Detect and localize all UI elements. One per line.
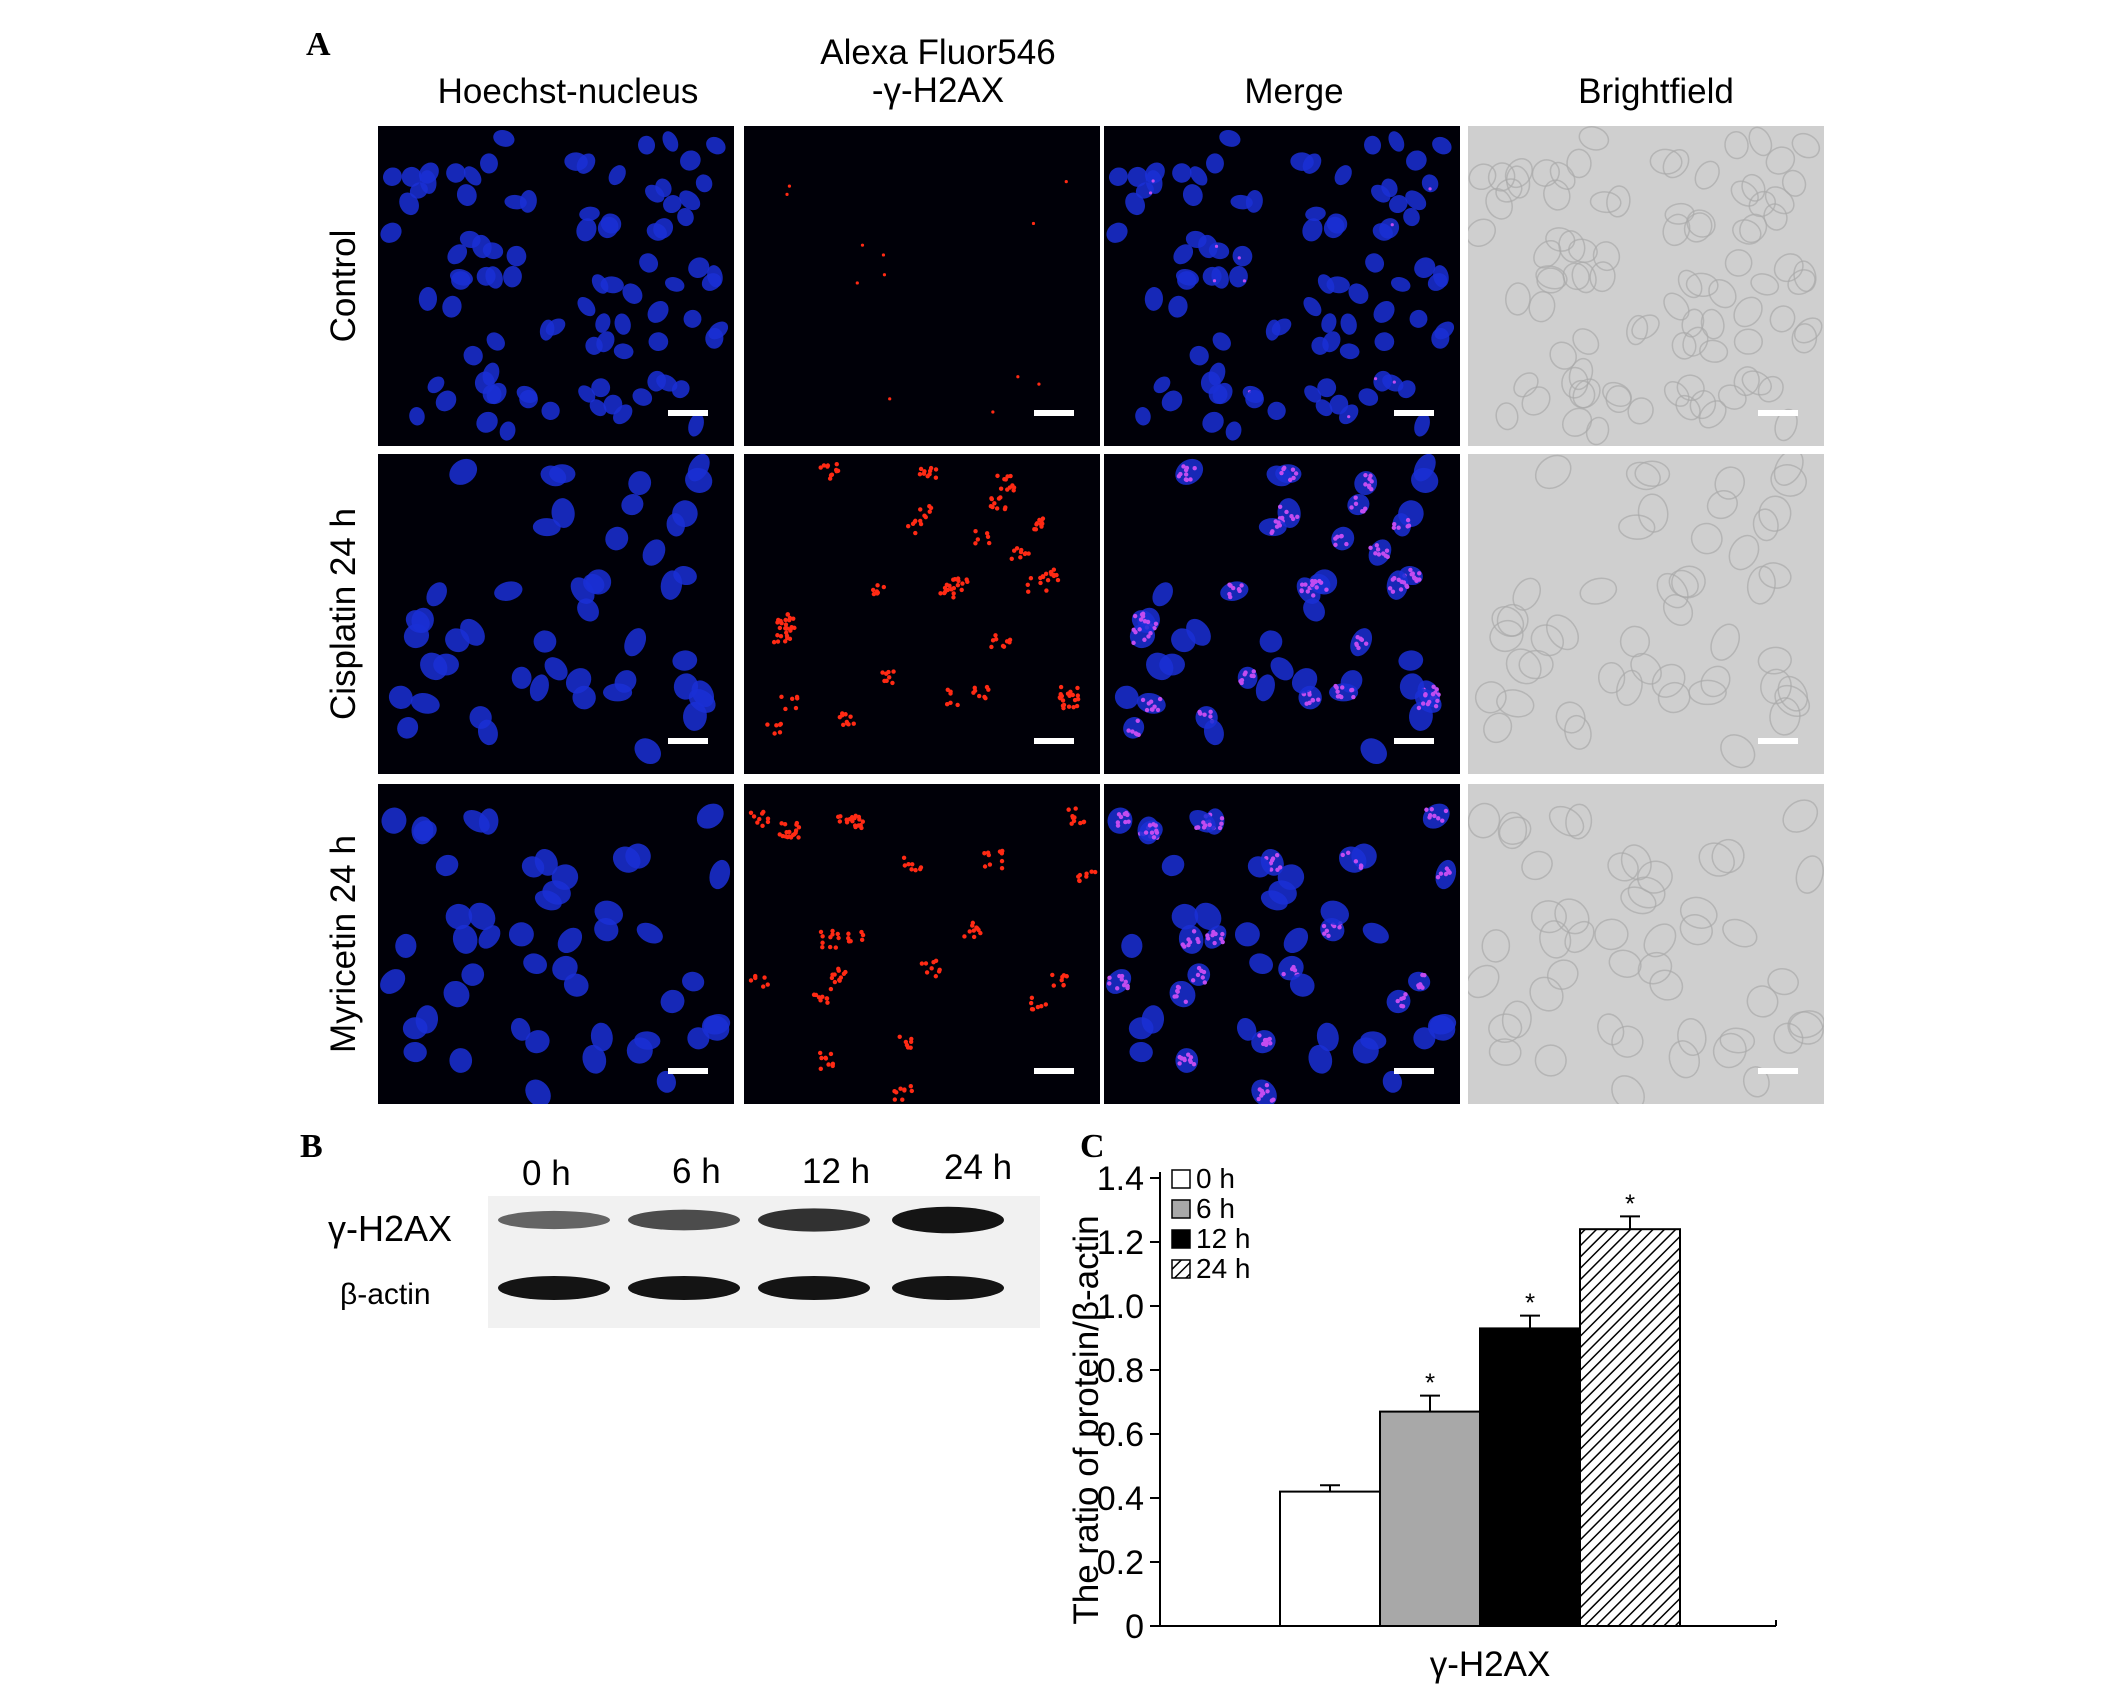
micrograph-image: [1114, 454, 1442, 765]
blot-band-gamma-h2ax-lane-3: [758, 1208, 870, 1232]
legend-label: 6 h: [1196, 1193, 1235, 1224]
significance-star: *: [1625, 1188, 1635, 1218]
blot-band-beta-actin-lane-1: [498, 1276, 610, 1300]
western-blot: [488, 1196, 1040, 1328]
micrograph-image: [765, 461, 1081, 736]
bar-chart: 0 0.2 0.4 0.6 0.8 1.0 1.2 1.4 The ratio of prote…: [1067, 1160, 1777, 1684]
scale-bar: [1758, 410, 1798, 416]
column-label-alexa: Alexa Fluor546 -γ-H2AX: [748, 34, 1128, 110]
micrograph-image: [1468, 799, 1824, 1104]
blot-band-gamma-h2ax-lane-1: [498, 1210, 610, 1230]
y-tick-label: 0.6: [1097, 1416, 1144, 1454]
legend-label: 12 h: [1196, 1223, 1251, 1254]
micrograph-image: [380, 129, 729, 441]
scale-bar: [1394, 410, 1434, 416]
legend-swatch: [1171, 1169, 1191, 1189]
scale-bar: [668, 410, 708, 416]
legend-label: 0 h: [1196, 1163, 1235, 1194]
legend-swatch: [1171, 1199, 1191, 1219]
micrograph-merge-row-3: [1104, 784, 1460, 1104]
micrograph-merge-row-1: [1104, 126, 1460, 446]
y-tick-label: 0.4: [1097, 1480, 1144, 1518]
scale-bar: [1034, 1068, 1074, 1074]
scale-bar: [1034, 410, 1074, 416]
row-label-cisplatin: Cisplatin 24 h: [324, 507, 363, 721]
scale-bar: [1034, 738, 1074, 744]
significance-star: *: [1425, 1368, 1435, 1398]
y-tick-label: 1.0: [1097, 1288, 1144, 1326]
lane-label-0h: 0 h: [522, 1154, 571, 1193]
lane-label-24h: 24 h: [944, 1148, 1013, 1187]
blot-band-gamma-h2ax-lane-4: [892, 1206, 1004, 1234]
blot-band-beta-actin-lane-4: [892, 1276, 1004, 1300]
row-label-myricetin: Myricetin 24 h: [324, 835, 363, 1053]
panel-label-c: C: [1080, 1128, 1105, 1165]
panel-label-b: B: [300, 1128, 323, 1165]
micrograph-image: [748, 806, 1098, 1102]
micrograph-hoechst-row-2: [378, 454, 734, 774]
micrograph-alexa-row-2: [744, 454, 1100, 774]
column-label-brightfield-text: Brightfield: [1578, 72, 1734, 111]
y-tick-label: 0.2: [1097, 1544, 1144, 1582]
bar-24h: [1579, 1228, 1681, 1627]
y-axis-label: The ratio of protein/β-actin: [1067, 1215, 1106, 1624]
micrograph-image: [1106, 129, 1455, 441]
scale-bar: [668, 738, 708, 744]
band-label-beta-actin: β-actin: [340, 1278, 431, 1311]
micrograph-brightfield-row-1: [1468, 126, 1824, 446]
column-label-brightfield: Brightfield: [1466, 72, 1846, 112]
y-tick-label: 1.2: [1097, 1224, 1144, 1262]
micrograph-image: [1474, 454, 1811, 769]
scale-bar: [1394, 738, 1434, 744]
scale-bar: [1758, 1068, 1798, 1074]
legend-swatch: [1171, 1259, 1191, 1279]
blot-band-gamma-h2ax-lane-2: [628, 1209, 740, 1231]
micrograph-brightfield-row-3: [1468, 784, 1824, 1104]
column-label-merge-text: Merge: [1244, 72, 1344, 111]
column-label-alexa-line2: -γ-H2AX: [871, 71, 1005, 110]
micrograph-image: [380, 803, 731, 1104]
scale-bar: [668, 1068, 708, 1074]
column-label-merge: Merge: [1104, 72, 1484, 112]
y-tick-label: 0: [1125, 1608, 1144, 1646]
scale-bar: [1394, 1068, 1434, 1074]
micrograph-hoechst-row-1: [378, 126, 734, 446]
x-axis-label: γ-H2AX: [1430, 1645, 1551, 1684]
legend-label: 24 h: [1196, 1253, 1251, 1284]
micrograph-hoechst-row-3: [378, 784, 734, 1104]
bar-0h: [1279, 1490, 1381, 1627]
y-tick-label: 0.8: [1097, 1352, 1144, 1390]
row-label-control: Control: [324, 229, 363, 343]
micrograph-image: [388, 454, 716, 765]
column-label-alexa-line1: Alexa Fluor546: [820, 33, 1056, 72]
band-label-gamma-h2ax: γ-H2AX: [328, 1208, 453, 1249]
lane-label-6h: 6 h: [672, 1152, 721, 1191]
bar-6h: [1379, 1410, 1481, 1627]
micrograph-alexa-row-3: [744, 784, 1100, 1104]
scale-bar: [1758, 738, 1798, 744]
y-tick-label: 1.4: [1097, 1160, 1144, 1198]
micrograph-alexa-row-1: [744, 126, 1100, 446]
column-label-hoechst-text: Hoechst-nucleus: [437, 72, 699, 111]
significance-star: *: [1525, 1288, 1535, 1318]
micrograph-image: [1468, 126, 1823, 446]
legend-swatch: [1171, 1229, 1191, 1249]
panel-label-a: A: [306, 26, 331, 63]
lane-label-12h: 12 h: [802, 1152, 871, 1191]
blot-band-beta-actin-lane-3: [758, 1276, 870, 1300]
micrograph-brightfield-row-2: [1468, 454, 1824, 774]
blot-band-beta-actin-lane-2: [628, 1276, 740, 1300]
micrograph-merge-row-2: [1104, 454, 1460, 774]
bar-12h: [1479, 1327, 1581, 1627]
column-label-hoechst: Hoechst-nucleus: [378, 72, 758, 112]
micrograph-image: [1106, 803, 1457, 1104]
micrograph-image: [785, 180, 1068, 414]
